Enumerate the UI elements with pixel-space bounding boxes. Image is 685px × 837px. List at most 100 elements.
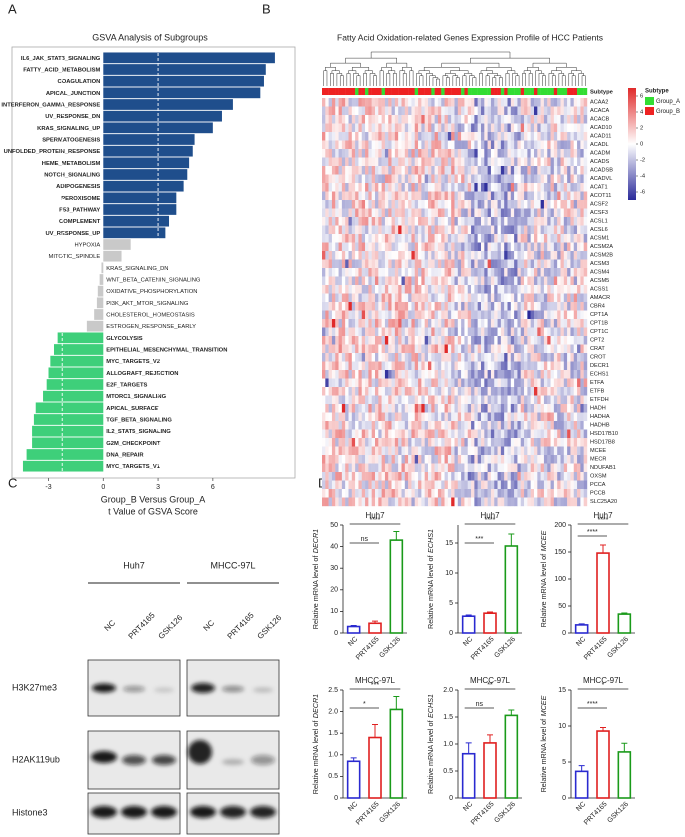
subtype-cell (454, 88, 459, 95)
heatmap-cell (520, 174, 525, 184)
heatmap-cell (345, 463, 349, 473)
heatmap-cell (381, 387, 386, 396)
heatmap-cell (358, 395, 362, 405)
row-label: ACADSB (590, 168, 613, 174)
heatmap-cell (577, 336, 581, 345)
heatmap-cell (431, 361, 435, 371)
heatmap-cell (444, 166, 449, 175)
heatmap-cell (378, 455, 382, 464)
heatmap-cell (507, 140, 512, 150)
heatmap-cell (411, 395, 415, 405)
subtype-cell (368, 88, 372, 95)
heatmap-cell (431, 234, 435, 243)
heatmap-cell (467, 123, 472, 133)
heatmap-cell (567, 438, 571, 447)
heatmap-cell (428, 310, 432, 320)
bar (504, 714, 519, 799)
heatmap-cell (577, 268, 581, 277)
heatmap-cell (384, 183, 389, 192)
subtype-cell (514, 88, 518, 95)
heatmap-cell (394, 446, 399, 456)
heatmap-cell (335, 234, 339, 243)
heatmap-cell (494, 412, 498, 422)
heatmap-cell (401, 404, 406, 413)
heatmap-cell (540, 446, 545, 456)
heatmap-cell (371, 302, 376, 311)
heatmap-cell (471, 378, 475, 388)
x-axis-title: t Value of GSVA Score (108, 506, 198, 516)
heatmap-cell (520, 157, 525, 167)
heatmap-cell (404, 259, 409, 269)
heatmap-cell (487, 149, 492, 158)
heatmap-cell (507, 259, 512, 269)
heatmap-cell (401, 438, 406, 447)
heatmap-cell (510, 106, 515, 116)
heatmap-cell (384, 395, 389, 405)
heatmap-cell (484, 455, 488, 464)
heatmap-cell (557, 183, 561, 192)
heatmap-cell (351, 293, 356, 303)
heatmap-cell (398, 438, 402, 447)
heatmap-cell (570, 412, 574, 422)
heatmap-cell (384, 302, 389, 311)
y-tick-label: 2.0 (328, 708, 338, 715)
heatmap-cell (361, 123, 366, 133)
heatmap-cell (537, 140, 541, 150)
heatmap-cell (355, 217, 359, 226)
heatmap-cell (351, 421, 356, 430)
heatmap-cell (447, 446, 452, 456)
bar-label: ESTROGEN_RESPONSE_EARLY (106, 324, 196, 330)
heatmap-cell (418, 191, 422, 201)
heatmap-cell (408, 353, 412, 362)
bar (57, 332, 104, 344)
heatmap-cell (394, 429, 399, 439)
heatmap-cell (414, 174, 419, 184)
heatmap-cell (328, 429, 333, 439)
heatmap-cell (451, 234, 455, 243)
heatmap-cell (474, 387, 478, 396)
heatmap-cell (404, 404, 409, 413)
heatmap-cell (481, 429, 485, 439)
heatmap-cell (401, 217, 406, 226)
heatmap-cell (391, 446, 396, 456)
dendrogram (479, 73, 483, 86)
bar-label: APICAL_JUNCTION (46, 91, 100, 97)
chart-title: Huh7 (365, 511, 385, 520)
heatmap-cell (381, 285, 386, 294)
bar (48, 367, 104, 379)
heatmap-cell (543, 115, 548, 124)
heatmap-cell (401, 200, 406, 209)
heatmap-cell (494, 268, 498, 277)
heatmap-cell (527, 98, 531, 107)
heatmap-cell (381, 149, 386, 158)
heatmap-cell (553, 480, 558, 490)
heatmap-cell (524, 404, 528, 413)
heatmap-cell (454, 140, 459, 150)
heatmap-cell (573, 259, 578, 269)
heatmap-cell (467, 166, 472, 175)
heatmap-cell (444, 455, 449, 464)
heatmap-cell (504, 463, 508, 473)
heatmap-cell (421, 404, 425, 413)
heatmap-cell (583, 234, 588, 243)
heatmap-cell (557, 455, 561, 464)
heatmap-cell (524, 480, 528, 490)
heatmap-cell (414, 327, 419, 337)
heatmap-cell (331, 149, 336, 158)
heatmap-cell (358, 183, 362, 192)
heatmap-cell (500, 191, 505, 201)
heatmap-cell (461, 251, 465, 260)
protein-label: H2AK119ub (12, 754, 60, 764)
heatmap-cell (447, 327, 452, 337)
heatmap-cell (454, 174, 459, 184)
heatmap-cell (375, 149, 379, 158)
heatmap-cell (577, 200, 581, 209)
heatmap-cell (543, 302, 548, 311)
heatmap-cell (404, 429, 409, 439)
heatmap-cell (421, 446, 425, 456)
heatmap-cell (517, 276, 521, 286)
dendrogram (512, 73, 518, 86)
heatmap-cell (537, 132, 541, 141)
heatmap-cell (550, 174, 555, 184)
heatmap-cell (570, 395, 574, 405)
